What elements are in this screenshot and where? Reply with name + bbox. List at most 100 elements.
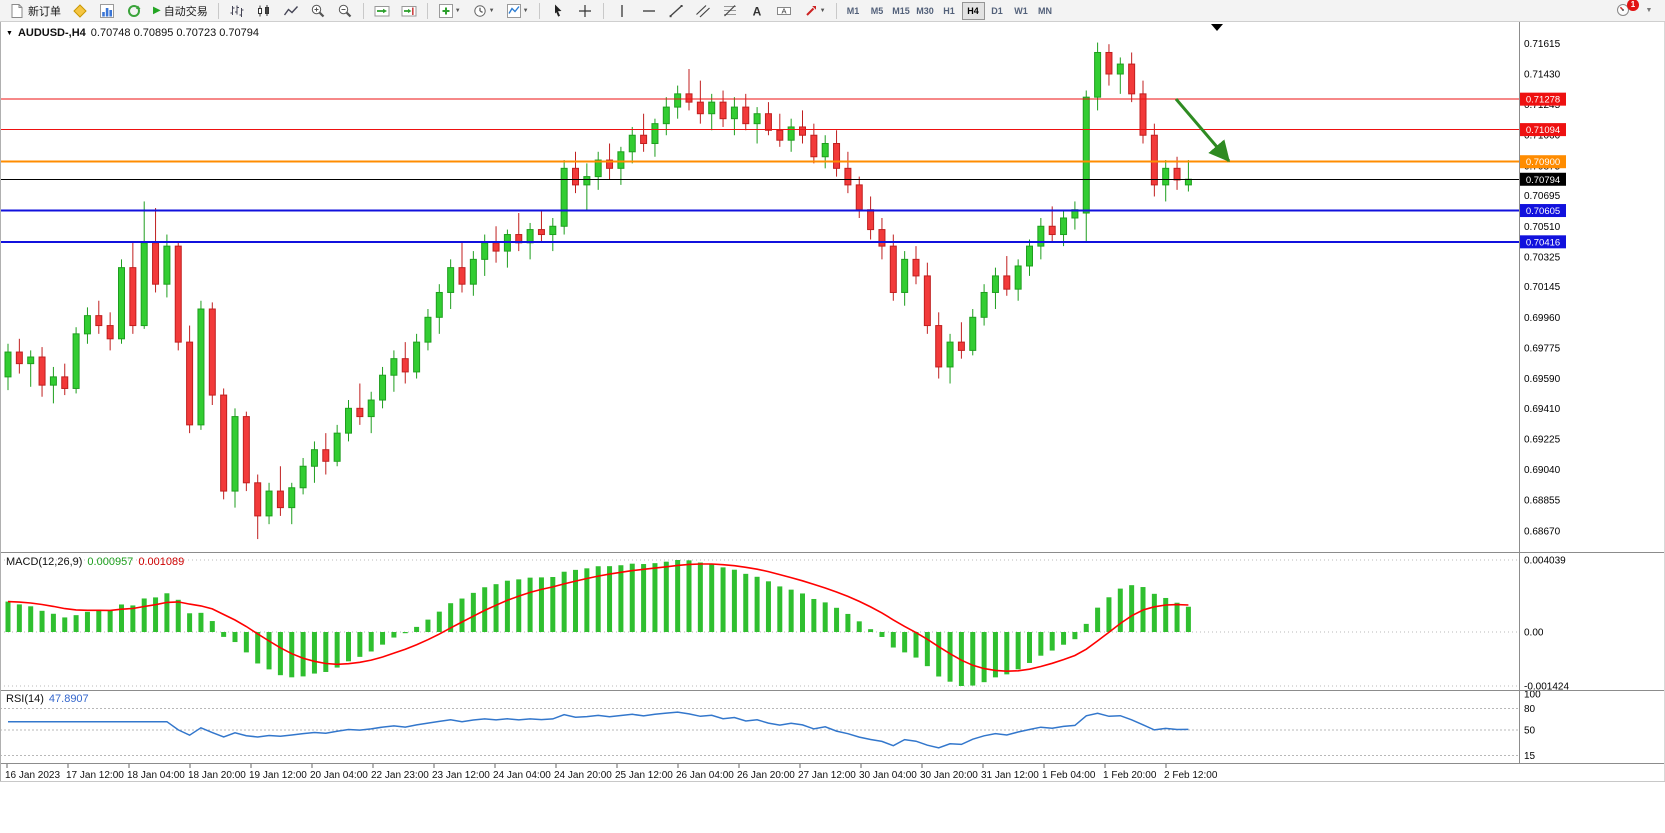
price-badge (1520, 155, 1566, 169)
price-badge (1520, 235, 1566, 249)
timeframe-h4[interactable]: H4 (961, 1, 985, 20)
timeframe-d1[interactable]: D1 (986, 2, 1009, 20)
toolbar-separator (602, 2, 604, 19)
vertical-line-icon (620, 4, 623, 17)
price-axis-label: 0.70145 (1524, 282, 1561, 293)
fibonacci-tool-button[interactable] (717, 1, 743, 21)
price-badge (1520, 123, 1566, 137)
chart-shift-button[interactable] (396, 1, 422, 21)
svg-text:0.004039: 0.004039 (1524, 556, 1566, 567)
auto-trading-button[interactable]: ▶ 自动交易 (148, 1, 213, 21)
text-icon: A (752, 4, 761, 18)
ohlc-bars-icon (230, 5, 244, 17)
svg-text:-0.001424: -0.001424 (1524, 682, 1569, 693)
bars-chart-button[interactable] (224, 1, 250, 21)
date-axis-label: 1 Feb 20:00 (1103, 770, 1157, 781)
chart-symbol-period: AUDUSD-,H4 (17, 27, 86, 39)
cursor-button[interactable] (545, 1, 571, 21)
collapse-ohlc-icon[interactable]: ▼ (6, 29, 13, 37)
toolbar-separator (217, 2, 219, 19)
price-axis-label: 0.70325 (1524, 252, 1561, 263)
timeframe-m30[interactable]: M30 (914, 2, 937, 20)
chevron-down-icon: ▼ (819, 7, 826, 14)
timeframe-h1[interactable]: H1 (938, 2, 961, 20)
date-axis-label: 18 Jan 20:00 (188, 770, 246, 781)
date-axis-label: 31 Jan 12:00 (981, 770, 1039, 781)
date-axis-label: 22 Jan 23:00 (371, 770, 429, 781)
price-badge (1520, 92, 1566, 106)
date-axis-label: 23 Jan 12:00 (432, 770, 490, 781)
periods-button[interactable]: ▼ (467, 1, 500, 21)
svg-text:0.70794: 0.70794 (1526, 175, 1560, 186)
macd-signal-line (7, 563, 1189, 673)
chevron-down-icon: ▼ (522, 7, 529, 14)
auto-scroll-button[interactable] (369, 1, 395, 21)
svg-text:0.70416: 0.70416 (1526, 237, 1560, 248)
vertical-line-tool-button[interactable] (609, 1, 635, 21)
svg-text:100: 100 (1524, 690, 1541, 701)
template-icon (506, 3, 521, 18)
new-order-button[interactable]: 新订单 (4, 1, 66, 21)
svg-text:0.71278: 0.71278 (1526, 95, 1560, 106)
text-label-tool-button[interactable]: A (771, 1, 797, 21)
alerts-button[interactable]: 1 (1615, 0, 1639, 20)
date-axis-label: 30 Jan 20:00 (920, 770, 978, 781)
date-axis-label: 20 Jan 04:00 (310, 770, 368, 781)
timeframe-m15[interactable]: M15 (890, 2, 913, 20)
price-axis-label: 0.71615 (1524, 39, 1561, 50)
text-tool-button[interactable]: A (744, 1, 770, 21)
candlestick-chart-button[interactable] (251, 1, 277, 21)
zoom-out-button[interactable] (332, 1, 358, 21)
chart-shift-marker[interactable] (1211, 24, 1223, 31)
clock-icon (473, 4, 486, 17)
trendline-tool-button[interactable] (663, 1, 689, 21)
price-badge (1520, 172, 1566, 186)
date-axis-label: 1 Feb 04:00 (1042, 770, 1096, 781)
svg-text:0.70900: 0.70900 (1526, 157, 1560, 168)
price-axis-label: 0.70510 (1524, 222, 1561, 233)
svg-text:0.71094: 0.71094 (1526, 125, 1560, 136)
price-axis-label: 0.69775 (1524, 343, 1561, 354)
templates-button[interactable]: ▼ (501, 1, 534, 21)
zoom-out-icon (338, 4, 351, 17)
crosshair-button[interactable] (572, 1, 598, 21)
timeframe-m5[interactable]: M5 (866, 2, 889, 20)
toolbar-overflow-button[interactable]: ▼ (1645, 6, 1653, 14)
zoom-in-button[interactable] (305, 1, 331, 21)
channel-icon (695, 4, 710, 17)
data-window-button[interactable] (94, 1, 120, 21)
indicators-button[interactable]: ▼ (433, 1, 466, 21)
timeframe-w1[interactable]: W1 (1010, 2, 1033, 20)
date-axis-label: 2 Feb 12:00 (1164, 770, 1218, 781)
date-axis-label: 19 Jan 12:00 (249, 770, 307, 781)
toolbar-separator (538, 2, 540, 19)
date-axis-label: 26 Jan 20:00 (737, 770, 795, 781)
svg-text:0.70605: 0.70605 (1526, 206, 1560, 217)
line-chart-button[interactable] (278, 1, 304, 21)
svg-text:A: A (781, 6, 786, 15)
svg-text:50: 50 (1524, 726, 1536, 737)
svg-text:80: 80 (1524, 704, 1536, 715)
meta-editor-button[interactable] (67, 1, 93, 21)
date-axis-label: 26 Jan 04:00 (676, 770, 734, 781)
arrows-tool-button[interactable]: ▼ (798, 1, 831, 21)
trend-arrow-object[interactable] (1174, 98, 1231, 163)
chart-ohlc-values: 0.70748 0.70895 0.70723 0.70794 (90, 27, 259, 39)
horizontal-line-tool-button[interactable] (636, 1, 662, 21)
macd-label: MACD(12,26,9) (6, 556, 83, 568)
macd-panel-title: MACD(12,26,9) 0.000957 0.001089 (6, 556, 184, 568)
channel-tool-button[interactable] (690, 1, 716, 21)
price-axis-label: 0.71430 (1524, 69, 1561, 80)
date-axis-label: 18 Jan 04:00 (127, 770, 185, 781)
fibonacci-icon (723, 4, 736, 16)
date-axis-label: 27 Jan 12:00 (798, 770, 856, 781)
main-toolbar: 新订单 ▶ 自动交易 (0, 0, 1665, 22)
timeframe-m1[interactable]: M1 (842, 2, 865, 20)
timeframe-mn[interactable]: MN (1034, 2, 1057, 20)
refresh-button[interactable] (121, 1, 147, 21)
horizontal-line-icon (642, 9, 655, 12)
price-axis-label: 0.68855 (1524, 496, 1561, 507)
date-axis-label: 25 Jan 12:00 (615, 770, 673, 781)
